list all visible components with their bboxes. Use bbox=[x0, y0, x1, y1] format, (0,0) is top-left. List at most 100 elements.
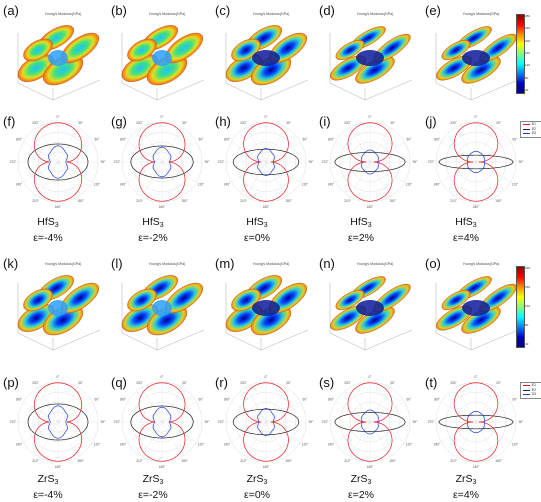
polar-grid-spoke bbox=[335, 421, 371, 443]
polar-angle-label: 30° bbox=[78, 121, 84, 125]
polar-curve-e3 bbox=[257, 408, 275, 436]
polar-grid-spoke bbox=[23, 141, 59, 163]
polar-angle-label: 300° bbox=[328, 398, 335, 402]
polar-grid-spoke bbox=[161, 127, 183, 163]
polar-angle-label: 300° bbox=[16, 138, 23, 142]
polar-curve-e2 bbox=[334, 152, 406, 172]
polar-angle-label: 300° bbox=[328, 138, 335, 142]
legend-top: E1 E2 E3 bbox=[520, 121, 541, 138]
polar-angle-label: 180° bbox=[473, 205, 480, 209]
polar-grid-spoke bbox=[335, 401, 371, 423]
polar-angle-label: 270° bbox=[322, 420, 329, 424]
polar-grid-spoke bbox=[349, 387, 371, 423]
polar-angle-label: 300° bbox=[16, 398, 23, 402]
caption-hfs3-m4: HfS3 ε=-4% bbox=[33, 216, 63, 244]
caption-hfs3-p4: HfS3 ε=4% bbox=[453, 216, 479, 244]
surface-3d-title: Young's Modulus(GPa) bbox=[356, 12, 394, 16]
surface-core bbox=[462, 300, 490, 316]
polar-angle-label: 120° bbox=[302, 443, 309, 447]
polar-angle-label: 300° bbox=[120, 138, 127, 142]
colorbar-tick-label: 40 bbox=[525, 342, 529, 346]
polar-grid-spoke bbox=[141, 421, 163, 457]
polar-curve-e2 bbox=[27, 143, 89, 181]
polar-angle-label: 180° bbox=[159, 465, 166, 469]
polar-grid-spoke bbox=[23, 401, 59, 423]
polar-angle-label: 30° bbox=[78, 381, 84, 385]
polar-grid-spoke bbox=[369, 127, 391, 163]
polar-angle-label: 90° bbox=[101, 420, 107, 424]
polar-angle-label: 0° bbox=[160, 115, 164, 119]
polar-curve-e2 bbox=[130, 405, 194, 439]
polar-angle-label: 60° bbox=[407, 398, 413, 402]
surface-lobe bbox=[441, 39, 471, 61]
polar-angle-label: 240° bbox=[224, 443, 231, 447]
panel-label-c: (c) bbox=[215, 3, 231, 18]
polar-angle-label: 0° bbox=[56, 375, 60, 379]
surface-3d-panel: Young's Modulus(GPa) bbox=[216, 8, 316, 108]
polar-curve-e2 bbox=[130, 145, 194, 179]
polar-angle-label: 180° bbox=[263, 205, 270, 209]
polar-grid-spoke bbox=[127, 401, 163, 423]
polar-grid-spoke bbox=[161, 161, 183, 197]
surface-core bbox=[48, 50, 68, 66]
polar-curve-e1 bbox=[347, 122, 393, 202]
surface-3d-panel: Young's Modulus(GPa) bbox=[8, 8, 108, 108]
polar-grid-spoke bbox=[369, 161, 405, 183]
surface-3d-panel: Young's Modulus(GPa) bbox=[320, 8, 420, 108]
polar-grid-spoke bbox=[141, 127, 163, 163]
panel-label-a: (a) bbox=[3, 3, 19, 18]
surface-lobe bbox=[127, 38, 157, 62]
surface-3d-title: Young's Modulus(GPa) bbox=[356, 262, 394, 266]
surface-3d-title: Young's Modulus(GPa) bbox=[44, 262, 82, 266]
polar-grid-spoke bbox=[335, 161, 371, 183]
panel-label-s: (s) bbox=[319, 375, 335, 390]
polar-grid-spoke bbox=[161, 141, 197, 163]
surface-core bbox=[356, 300, 384, 316]
polar-grid-spoke bbox=[475, 161, 511, 183]
panel-label-t: (t) bbox=[425, 375, 438, 390]
polar-angle-label: 90° bbox=[413, 160, 419, 164]
panel-label-l: (l) bbox=[111, 256, 123, 271]
polar-angle-label: 240° bbox=[16, 443, 23, 447]
polar-curve-e3 bbox=[467, 150, 485, 174]
polar-grid-spoke bbox=[441, 161, 477, 183]
polar-grid-spoke bbox=[231, 161, 267, 183]
polar-curve-e2 bbox=[334, 412, 406, 432]
surface-3d-title: Young's Modulus(GPa) bbox=[148, 12, 186, 16]
caption-hfs3-m2: HfS3 ε=-2% bbox=[138, 216, 168, 244]
polar-angle-label: 270° bbox=[218, 160, 225, 164]
colorbar-tick-label: 240 bbox=[525, 26, 531, 31]
surface-3d-panel: Young's Modulus(GPa) bbox=[112, 258, 212, 358]
polar-angle-label: 240° bbox=[328, 443, 335, 447]
polar-curve-e3 bbox=[152, 146, 172, 178]
surface-3d-panel: Young's Modulus(GPa) bbox=[426, 8, 526, 108]
polar-angle-label: 120° bbox=[198, 183, 205, 187]
caption-zrs3-p4: ZrS3 ε=4% bbox=[453, 473, 479, 501]
polar-angle-label: 210° bbox=[344, 459, 351, 463]
polar-angle-label: 210° bbox=[32, 199, 39, 203]
surface-3d-title: Young's Modulus(GPa) bbox=[462, 262, 500, 266]
polar-curve-e3 bbox=[48, 145, 68, 179]
polar-angle-label: 240° bbox=[224, 183, 231, 187]
panel-label-f: (f) bbox=[3, 114, 16, 129]
polar-curve-e1 bbox=[33, 382, 83, 462]
surface-3d-title: Young's Modulus(GPa) bbox=[148, 262, 186, 266]
polar-curve-e2 bbox=[27, 403, 89, 441]
surface-lobe bbox=[23, 288, 53, 312]
polar-grid-spoke bbox=[475, 421, 511, 443]
polar-angle-label: 30° bbox=[390, 121, 396, 125]
polar-grid-spoke bbox=[349, 161, 371, 197]
polar-grid-spoke bbox=[57, 141, 93, 163]
polar-angle-label: 90° bbox=[205, 160, 211, 164]
polar-angle-label: 240° bbox=[120, 443, 127, 447]
polar-curve-e1 bbox=[138, 122, 186, 202]
polar-plot-panel: 0° 30° 60° 90° 120° 150° 180° 210° 240° 270° 300° 3… bbox=[426, 112, 526, 212]
colorbar-tick-label: 160 bbox=[525, 285, 531, 289]
panel-label-q: (q) bbox=[111, 375, 127, 390]
panel-label-m: (m) bbox=[215, 256, 235, 271]
polar-curve-e3 bbox=[361, 149, 379, 175]
polar-angle-label: 180° bbox=[263, 465, 270, 469]
surface-lobe bbox=[441, 289, 471, 311]
polar-angle-label: 90° bbox=[205, 420, 211, 424]
polar-angle-label: 0° bbox=[264, 375, 268, 379]
